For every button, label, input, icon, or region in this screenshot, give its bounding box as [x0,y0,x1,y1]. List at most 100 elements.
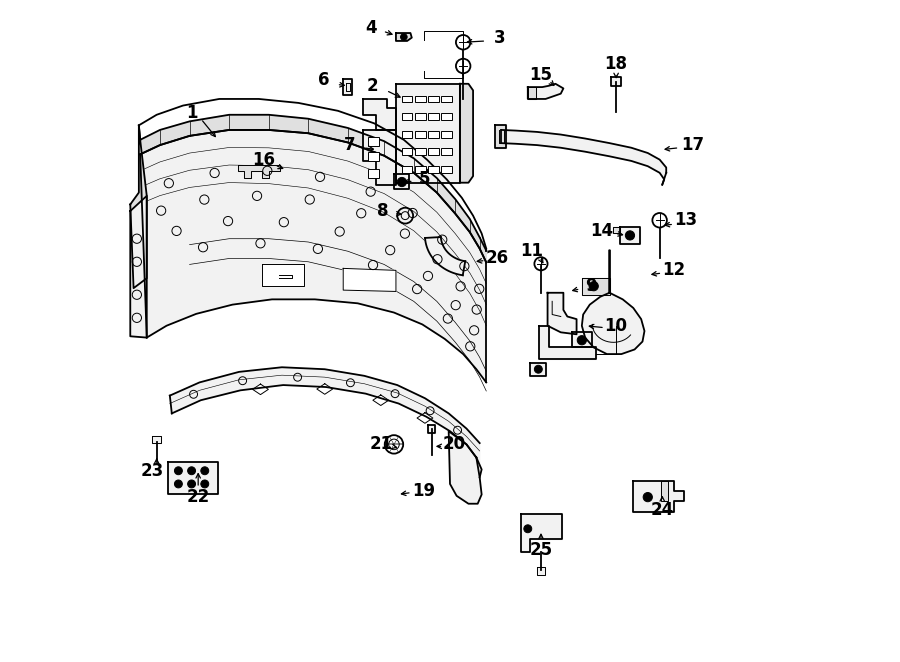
Text: 11: 11 [520,242,544,260]
Bar [402,166,412,173]
Polygon shape [425,237,465,275]
Polygon shape [343,268,396,291]
Text: 2: 2 [366,77,378,95]
Polygon shape [495,125,506,148]
Polygon shape [537,567,544,575]
Text: 26: 26 [486,250,509,267]
Polygon shape [527,84,563,99]
Polygon shape [521,514,562,552]
Text: 10: 10 [605,316,627,335]
Circle shape [187,467,195,475]
Text: 12: 12 [662,261,686,279]
Polygon shape [238,165,280,178]
Circle shape [201,480,209,488]
Text: 13: 13 [674,211,698,229]
Bar [367,136,380,146]
Bar [428,166,439,173]
Circle shape [175,467,183,475]
Bar [428,113,439,120]
Bar [402,148,412,155]
Text: 24: 24 [651,501,674,519]
Text: 15: 15 [529,66,553,84]
Circle shape [590,281,598,291]
Circle shape [644,493,652,502]
Polygon shape [581,278,609,295]
Polygon shape [363,130,396,185]
Circle shape [577,336,587,345]
Circle shape [400,34,407,40]
Text: 23: 23 [140,462,164,480]
Text: 19: 19 [412,481,436,500]
Polygon shape [449,431,482,504]
Text: 8: 8 [377,202,389,220]
Circle shape [187,480,195,488]
Polygon shape [262,263,303,286]
Polygon shape [363,99,396,130]
Polygon shape [343,79,353,95]
Polygon shape [396,33,412,41]
Polygon shape [168,461,218,495]
Circle shape [201,467,209,475]
Polygon shape [614,227,620,234]
Bar [415,166,426,173]
Bar [441,95,452,102]
Text: 6: 6 [318,71,329,89]
Polygon shape [152,436,161,443]
Text: 4: 4 [365,19,377,37]
Circle shape [626,231,634,240]
Polygon shape [130,196,147,338]
Polygon shape [539,326,597,359]
Polygon shape [428,424,436,432]
Text: 14: 14 [590,222,613,240]
Polygon shape [373,395,389,406]
Bar [367,169,380,178]
Polygon shape [547,293,577,334]
Bar [415,131,426,138]
Polygon shape [460,84,473,183]
Circle shape [175,480,183,488]
Text: 20: 20 [443,436,465,453]
Polygon shape [394,174,410,189]
Bar [441,113,452,120]
Polygon shape [170,367,482,477]
Polygon shape [581,251,644,354]
Polygon shape [530,363,545,376]
Text: 21: 21 [369,436,392,453]
Text: 3: 3 [494,28,506,46]
Text: 9: 9 [585,277,597,295]
Polygon shape [501,130,666,185]
Bar [428,131,439,138]
Polygon shape [130,125,147,288]
Text: 17: 17 [681,136,704,154]
Text: 1: 1 [185,105,197,122]
Polygon shape [661,481,668,501]
Text: 5: 5 [419,170,431,189]
Bar [415,113,426,120]
Text: 18: 18 [605,55,627,73]
Bar [441,166,452,173]
Bar [415,148,426,155]
Polygon shape [396,84,460,183]
Polygon shape [634,481,684,512]
Bar [441,148,452,155]
Bar [428,95,439,102]
Bar [402,113,412,120]
Polygon shape [611,77,621,86]
Bar [415,95,426,102]
Polygon shape [417,412,433,423]
Text: 16: 16 [253,150,275,169]
Polygon shape [527,87,536,99]
Bar [367,152,380,161]
Polygon shape [572,332,591,348]
Text: 7: 7 [344,136,356,154]
Circle shape [524,525,532,533]
Text: 22: 22 [186,488,210,506]
Polygon shape [140,130,486,383]
Polygon shape [253,384,268,395]
Circle shape [397,177,407,187]
Polygon shape [620,227,640,244]
Circle shape [535,365,543,373]
Text: 25: 25 [529,541,553,559]
Bar [441,131,452,138]
Polygon shape [317,384,333,395]
